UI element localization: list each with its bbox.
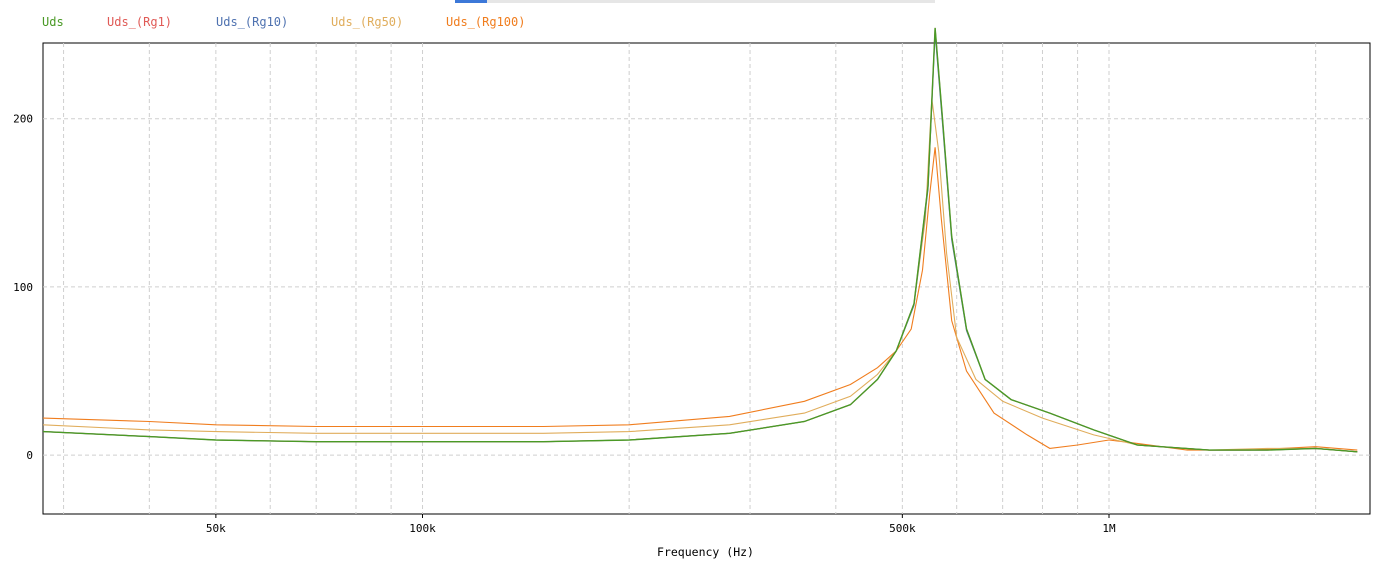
x-tick-label: 100k [409,522,436,535]
grid-lines [43,43,1370,514]
series-line-uds [42,27,1358,453]
x-tick-label: 500k [889,522,916,535]
series-layer [42,27,1358,453]
y-axis-ticks: 0 100 200 [13,113,33,462]
legend-item-uds-rg1[interactable]: Uds_(Rg1) [107,15,172,29]
legend-item-uds[interactable]: Uds [42,15,64,29]
y-tick-label: 0 [26,449,33,462]
legend-item-uds-rg50[interactable]: Uds_(Rg50) [331,15,403,29]
legend-item-uds-rg100[interactable]: Uds_(Rg100) [446,15,525,29]
y-tick-label: 200 [13,113,33,126]
top-border-strip [0,0,1382,3]
x-axis-ticks: 50k 100k 500k 1M [206,514,1116,535]
plot-area [42,42,1371,515]
legend: Uds Uds_(Rg1) Uds_(Rg10) Uds_(Rg50) Uds_(Rg1… [42,15,525,29]
x-axis-label: Frequency (Hz) [657,545,754,559]
series-line-uds-rg50 [42,98,1358,453]
x-tick-label: 1M [1102,522,1116,535]
y-tick-label: 100 [13,281,33,294]
x-tick-label: 50k [206,522,226,535]
legend-item-uds-rg10[interactable]: Uds_(Rg10) [216,15,288,29]
